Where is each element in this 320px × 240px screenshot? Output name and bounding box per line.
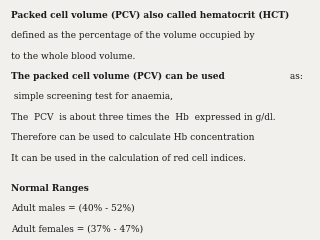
Text: Therefore can be used to calculate Hb concentration: Therefore can be used to calculate Hb co…	[11, 133, 255, 142]
Text: to the whole blood volume.: to the whole blood volume.	[11, 52, 136, 60]
Text: as:: as:	[287, 72, 303, 81]
Text: Adult females = (37% - 47%): Adult females = (37% - 47%)	[11, 224, 143, 233]
Text: Packed cell volume (PCV) also called hematocrit (HCT): Packed cell volume (PCV) also called hem…	[11, 11, 290, 20]
Text: The packed cell volume (PCV) can be used: The packed cell volume (PCV) can be used	[11, 72, 225, 81]
Text: simple screening test for anaemia,: simple screening test for anaemia,	[11, 92, 173, 101]
Text: defined as the percentage of the volume occupied by: defined as the percentage of the volume …	[11, 31, 258, 40]
Text: The  PCV  is about three times the  Hb  expressed in g/dl.: The PCV is about three times the Hb expr…	[11, 113, 276, 122]
Text: It can be used in the calculation of red cell indices.: It can be used in the calculation of red…	[11, 154, 246, 163]
Text: Normal Ranges: Normal Ranges	[11, 184, 89, 192]
Text: Adult males = (40% - 52%): Adult males = (40% - 52%)	[11, 204, 135, 213]
